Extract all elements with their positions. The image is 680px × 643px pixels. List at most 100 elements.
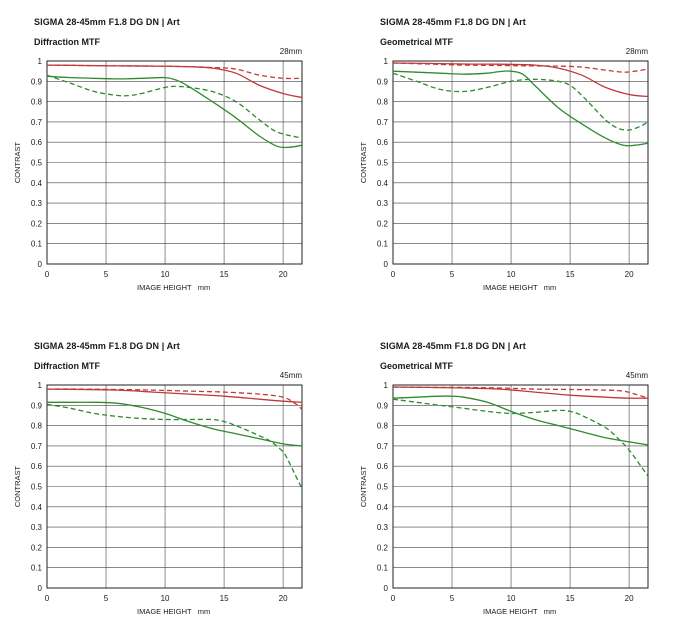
x-axis-label: IMAGE HEIGHT mm	[483, 283, 556, 292]
y-tick-label: 0.6	[31, 462, 43, 471]
chart-title: SIGMA 28-45mm F1.8 DG DN | Art	[34, 341, 180, 351]
grid	[46, 60, 302, 265]
chart-subtitle: Geometrical MTF	[380, 37, 454, 47]
series-line-1	[392, 386, 649, 399]
y-tick-label: 0.7	[377, 118, 389, 127]
y-axis-label: CONTRAST	[359, 141, 368, 183]
mtf-chart: 00.10.20.30.40.50.60.70.80.910 5 10 15 20IMA…	[13, 57, 303, 292]
y-axis-label: CONTRAST	[359, 465, 368, 507]
y-tick-label: 0.8	[31, 422, 43, 431]
y-tick-label: 0.5	[377, 483, 389, 492]
series-line-3	[47, 401, 303, 447]
series-line-3	[46, 75, 303, 149]
series-line-2	[392, 62, 649, 73]
series-line-3	[392, 70, 649, 147]
y-tick-label: 0.9	[31, 401, 43, 410]
chart-title: SIGMA 28-45mm F1.8 DG DN | Art	[34, 17, 180, 27]
mtf-chart: 00.10.20.30.40.50.60.70.80.910 5 10 15 20IMA…	[13, 381, 303, 616]
y-tick-label: 0.8	[377, 422, 389, 431]
y-tick-label: 1	[384, 381, 389, 390]
series-line-4	[392, 398, 649, 477]
y-tick-label: 0.9	[377, 401, 389, 410]
y-tick-label: 0.1	[31, 240, 43, 249]
y-tick-label: 0	[38, 260, 43, 269]
y-tick-label: 0.9	[31, 77, 43, 86]
x-tick-label: 0	[45, 270, 50, 279]
x-tick-label: 15	[220, 270, 229, 279]
x-tick-label: 0	[391, 270, 396, 279]
y-tick-label: 0.2	[377, 543, 389, 552]
y-tick-label: 0	[38, 584, 43, 593]
plot-frame	[46, 60, 303, 265]
y-axis-label: CONTRAST	[13, 141, 22, 183]
series-line-2	[46, 64, 303, 80]
x-tick-label: 15	[220, 594, 229, 603]
series-line-2	[46, 388, 303, 410]
x-tick-label: 15	[566, 594, 575, 603]
y-axis-label: CONTRAST	[13, 465, 22, 507]
x-tick-label: 10	[507, 270, 516, 279]
series-line-4	[46, 74, 303, 139]
x-tick-label: 10	[507, 594, 516, 603]
y-tick-label: 0.4	[31, 179, 43, 188]
y-tick-label: 0.6	[377, 462, 389, 471]
y-tick-label: 0.2	[31, 219, 43, 228]
x-tick-label: 10	[161, 270, 170, 279]
x-axis-label: IMAGE HEIGHT mm	[483, 607, 556, 616]
y-tick-label: 0.2	[377, 219, 389, 228]
y-tick-label: 0	[384, 260, 389, 269]
grid	[46, 384, 302, 589]
y-tick-label: 0.6	[377, 138, 389, 147]
focal-length-label: 28mm	[625, 47, 648, 56]
y-tick-label: 0.3	[31, 199, 43, 208]
x-tick-label: 5	[104, 270, 109, 279]
focal-length-label: 45mm	[625, 371, 648, 380]
x-tick-label: 15	[566, 270, 575, 279]
y-tick-label: 0.6	[31, 138, 43, 147]
y-tick-label: 0.3	[377, 199, 389, 208]
x-axis-label: IMAGE HEIGHT mm	[137, 283, 210, 292]
focal-length-label: 45mm	[279, 371, 302, 380]
focal-length-label: 28mm	[279, 47, 302, 56]
chart-subtitle: Diffraction MTF	[34, 361, 100, 371]
series-line-1	[46, 388, 303, 403]
y-tick-label: 0.5	[377, 159, 389, 168]
mtf-panel-geometrical-28mm: SIGMA 28-45mm F1.8 DG DN | Art Geometric…	[346, 0, 680, 319]
y-tick-label: 0.2	[31, 543, 43, 552]
series-line-4	[392, 72, 649, 131]
y-tick-label: 0.3	[377, 523, 389, 532]
x-tick-label: 10	[161, 594, 170, 603]
x-tick-label: 20	[279, 270, 288, 279]
chart-subtitle: Geometrical MTF	[380, 361, 454, 371]
chart-subtitle: Diffraction MTF	[34, 37, 100, 47]
y-tick-label: 0.9	[377, 77, 389, 86]
y-tick-label: 0.4	[31, 503, 43, 512]
x-tick-label: 5	[104, 594, 109, 603]
y-tick-label: 0.5	[31, 483, 43, 492]
series-line-2	[392, 386, 649, 399]
y-tick-label: 0.8	[31, 98, 43, 107]
y-tick-label: 1	[384, 57, 389, 66]
x-tick-label: 0	[391, 594, 396, 603]
mtf-chart: 00.10.20.30.40.50.60.70.80.910 5 10 15 20IMA…	[359, 381, 649, 616]
series-line-3	[392, 395, 649, 446]
plot-frame	[46, 384, 303, 589]
grid	[392, 60, 648, 265]
x-tick-label: 5	[450, 594, 455, 603]
x-tick-label: 0	[45, 594, 50, 603]
y-tick-label: 0.8	[377, 98, 389, 107]
x-tick-label: 5	[450, 270, 455, 279]
y-tick-label: 0.7	[31, 118, 43, 127]
x-tick-label: 20	[625, 594, 634, 603]
chart-title: SIGMA 28-45mm F1.8 DG DN | Art	[380, 341, 526, 351]
y-tick-label: 0.7	[377, 442, 389, 451]
y-tick-label: 0.1	[31, 564, 43, 573]
y-tick-label: 0.4	[377, 179, 389, 188]
y-tick-label: 0.5	[31, 159, 43, 168]
y-tick-label: 0.1	[377, 240, 389, 249]
y-tick-label: 1	[38, 381, 43, 390]
mtf-panel-geometrical-45mm: SIGMA 28-45mm F1.8 DG DN | Art Geometric…	[346, 324, 680, 643]
y-tick-label: 0.7	[31, 442, 43, 451]
x-tick-label: 20	[625, 270, 634, 279]
chart-title: SIGMA 28-45mm F1.8 DG DN | Art	[380, 17, 526, 27]
